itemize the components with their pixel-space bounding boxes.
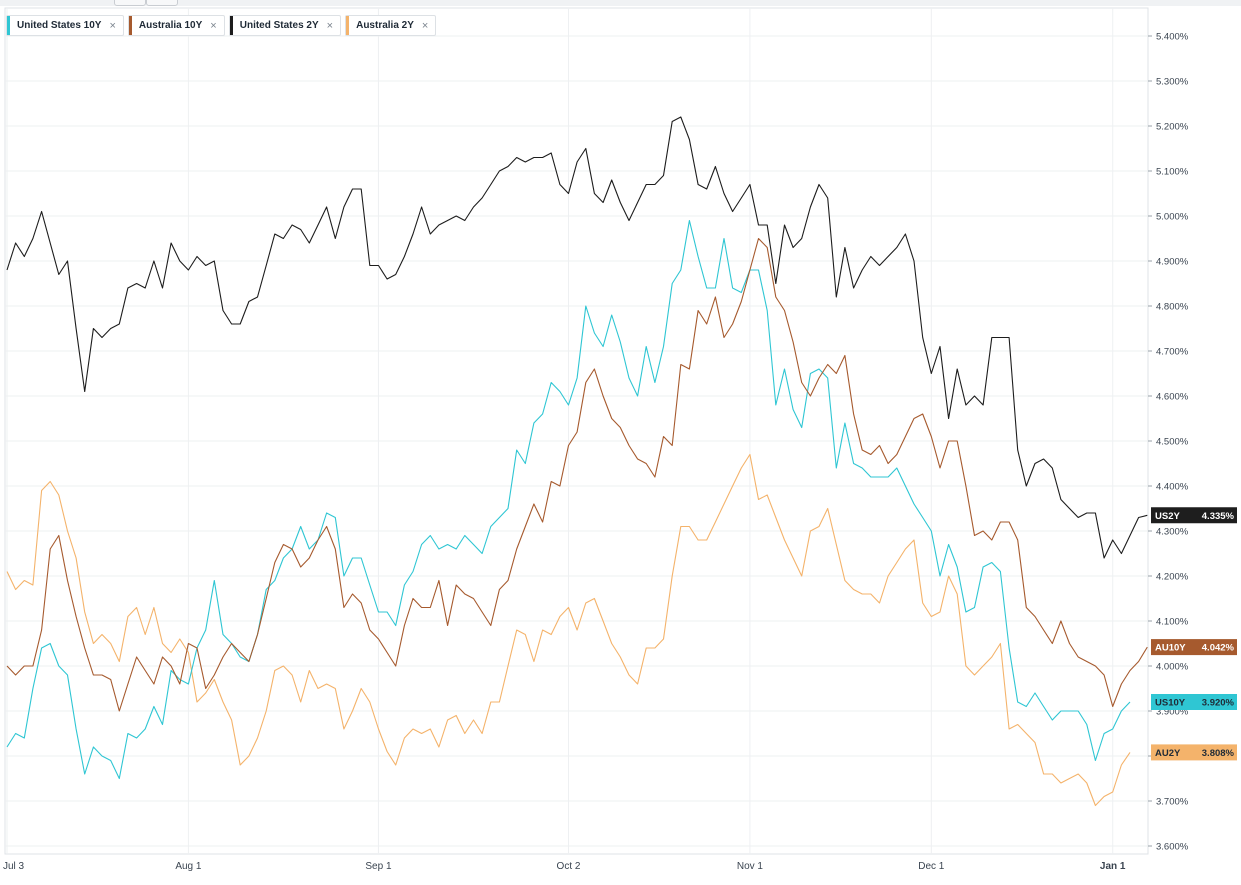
y-tick-label: 5.200% <box>1156 122 1189 133</box>
series-line-united-states-2y <box>6 116 1148 559</box>
last-value-badge-us10y: US10Y 3.920% <box>1151 694 1237 710</box>
badge-value: 3.920% <box>1202 698 1235 709</box>
y-tick-label: 3.700% <box>1156 797 1189 808</box>
legend-item-au2y[interactable]: Australia 2Y × <box>345 15 437 36</box>
y-tick-label: 4.000% <box>1156 662 1189 673</box>
plot-area-border <box>4 7 1149 855</box>
x-tick-label: Dec 1 <box>918 861 945 872</box>
x-tick-label: Nov 1 <box>737 861 764 872</box>
y-tick-label: 5.000% <box>1156 212 1189 223</box>
badge-background <box>1151 639 1237 656</box>
legend-label: United States 10Y <box>17 20 102 31</box>
legend-label: Australia 10Y <box>138 20 203 31</box>
badge-value: 4.042% <box>1202 643 1235 654</box>
y-tick-label: 4.600% <box>1156 392 1189 403</box>
top-toolbar-strip <box>0 0 1241 6</box>
y-tick-label: 3.900% <box>1156 707 1189 718</box>
series-line-australia-2y <box>6 453 1131 807</box>
close-icon[interactable]: × <box>210 19 217 32</box>
grid <box>4 7 1149 855</box>
badge-background <box>1151 694 1237 710</box>
legend-swatch <box>346 16 350 35</box>
legend-item-us2y[interactable]: United States 2Y × <box>228 15 342 36</box>
badge-background <box>1151 744 1237 761</box>
badge-value: 4.335% <box>1202 511 1235 522</box>
y-tick-label: 4.500% <box>1156 437 1189 448</box>
legend-item-au10y[interactable]: Australia 10Y × <box>127 15 225 36</box>
last-value-badge-au10y: AU10Y 4.042% <box>1151 639 1237 656</box>
badge-code: AU2Y <box>1155 748 1181 759</box>
legend-label: Australia 2Y <box>356 20 414 31</box>
y-tick-label: 5.100% <box>1156 167 1189 178</box>
y-tick-label: 4.300% <box>1156 527 1189 538</box>
legend-swatch <box>7 16 10 35</box>
x-tick-label: Oct 2 <box>557 861 581 872</box>
legend-label: United States 2Y <box>239 20 319 31</box>
y-tick-label: 4.800% <box>1156 302 1189 313</box>
series-line-united-states-10y <box>6 219 1131 780</box>
y-tick-label: 4.400% <box>1156 482 1189 493</box>
legend-swatch <box>128 16 132 35</box>
toolbar-button[interactable] <box>114 0 146 6</box>
series-layer <box>6 116 1148 807</box>
close-icon[interactable]: × <box>421 19 429 32</box>
legend-item-us10y[interactable]: United States 10Y × <box>6 15 124 36</box>
x-tick-label: Aug 1 <box>175 861 202 872</box>
x-tick-label: Sep 1 <box>365 861 392 872</box>
legend-swatch <box>229 16 233 35</box>
badge-value: 3.808% <box>1202 748 1235 759</box>
toolbar-button[interactable] <box>146 0 178 6</box>
badge-code: US10Y <box>1155 698 1186 709</box>
last-value-badge-au2y: AU2Y 3.808% <box>1151 744 1237 761</box>
x-tick-label: Jan 1 <box>1100 861 1126 872</box>
y-tick-label: 3.600% <box>1156 842 1189 853</box>
badge-code: AU10Y <box>1155 643 1186 654</box>
close-icon[interactable]: × <box>109 19 116 32</box>
y-tick-label: 5.300% <box>1156 77 1189 88</box>
badge-background <box>1151 507 1237 524</box>
close-icon[interactable]: × <box>326 19 334 32</box>
y-tick-label: 4.100% <box>1156 617 1189 628</box>
y-tick-label: 4.700% <box>1156 347 1189 358</box>
axis-layer: 3.600%3.700%3.800%3.900%4.000%4.100%4.20… <box>3 32 1189 873</box>
badge-code: US2Y <box>1155 511 1180 522</box>
y-tick-label: 4.200% <box>1156 572 1189 583</box>
y-tick-label: 4.900% <box>1156 257 1189 268</box>
y-tick-label: 5.400% <box>1156 32 1189 43</box>
badge-layer: US2Y 4.335% AU10Y 4.042% US10Y 3.920% AU2Y 3.80… <box>1151 507 1237 761</box>
x-tick-label: Jul 3 <box>3 861 25 872</box>
last-value-badge-us2y: US2Y 4.335% <box>1151 507 1237 524</box>
series-legend: United States 10Y × Australia 10Y × Unit… <box>6 15 437 36</box>
series-line-australia-10y <box>6 237 1148 712</box>
